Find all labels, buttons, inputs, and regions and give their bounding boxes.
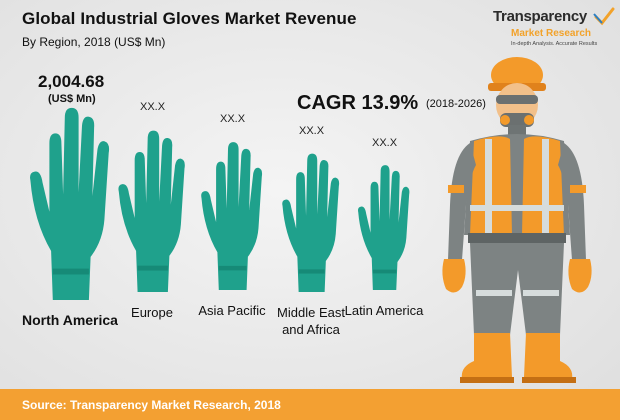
source-note: Source: Transparency Market Research, 20…	[22, 398, 281, 412]
value-label-north-america: 2,004.68	[38, 72, 105, 91]
logo-tagline: In-depth Analysis. Accurate Results	[511, 41, 598, 47]
category-label-asia-pacific: Asia Pacific	[198, 303, 266, 318]
value-label-europe: XX.X	[140, 101, 166, 114]
glove-mark-europe	[118, 130, 185, 292]
cagr-label: CAGR 13.9%	[297, 92, 419, 114]
glove-mark-asia-pacific	[201, 142, 263, 290]
checkmark-icon	[593, 7, 615, 26]
value-unit-label: (US$ Mn)	[48, 93, 96, 105]
cagr-period: (2018-2026)	[426, 98, 486, 110]
logo-line1: Transparency	[493, 8, 587, 25]
category-label-north-america: North America	[22, 312, 118, 328]
category-label-latin-america: Latin America	[344, 303, 424, 318]
glove-mark-latin-america	[358, 165, 410, 290]
glove-chart	[30, 107, 410, 301]
source-bar	[0, 389, 620, 420]
value-label-latin-america: XX.X	[372, 136, 398, 149]
logo-line2: Market Research	[511, 28, 592, 39]
value-label-asia-pacific: XX.X	[220, 113, 246, 126]
value-label-middle-east-and-africa: XX.X	[299, 124, 325, 137]
chart-title: Global Industrial Gloves Market Revenue	[22, 9, 357, 28]
chart-subtitle: By Region, 2018 (US$ Mn)	[22, 35, 166, 49]
worker-illustration	[442, 57, 592, 383]
brand-logo: Transparency Market Research In-depth An…	[493, 6, 617, 54]
glove-mark-north-america	[30, 107, 110, 301]
category-label-middle-east-and-africa: Middle East and Africa	[277, 305, 345, 337]
category-label-europe: Europe	[131, 305, 173, 320]
glove-mark-middle-east-and-africa	[282, 153, 340, 292]
